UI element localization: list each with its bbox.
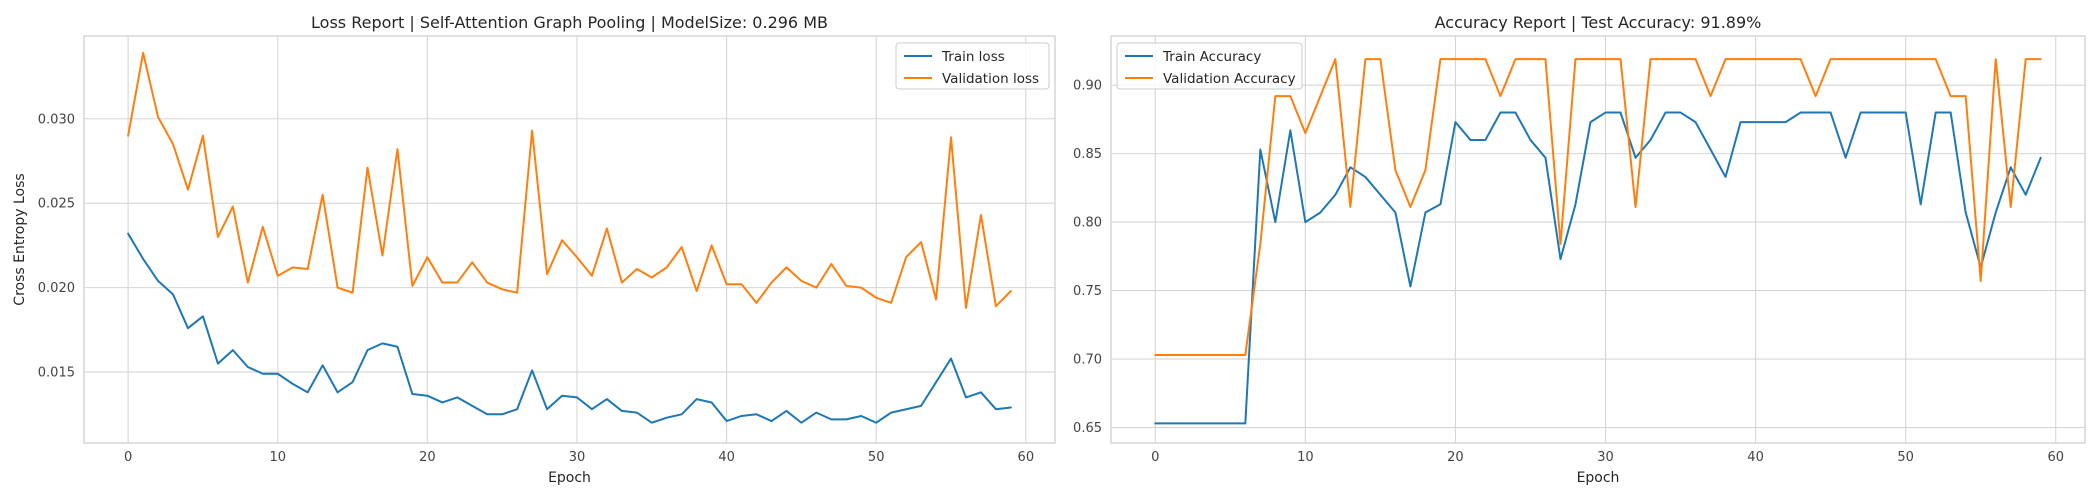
accuracy-y-tick-labels: 0.65 0.70 0.75 0.80 0.85 0.90: [1073, 79, 1102, 436]
accuracy-legend: Train Accuracy Validation Accuracy: [1116, 42, 1303, 90]
accuracy-legend-box: [1116, 42, 1303, 90]
loss-legend: Train loss Validation loss: [895, 42, 1050, 90]
accuracy-x-tick-label: 30: [1597, 450, 1614, 465]
series-line-train-accuracy: [1154, 111, 2042, 425]
accuracy-x-tick-label: 50: [1897, 450, 1914, 465]
accuracy-y-tick-label: 0.75: [1073, 284, 1102, 299]
accuracy-x-tick-label: 0: [1151, 450, 1159, 465]
loss-x-tick-label: 0: [124, 450, 132, 465]
accuracy-y-tick-label: 0.80: [1073, 216, 1102, 231]
loss-x-tick-labels: 0 10 20 30 40 50 60: [124, 450, 1034, 465]
accuracy-x-tick-label: 60: [2047, 450, 2064, 465]
loss-plot-area: [83, 35, 1056, 444]
accuracy-chart: 0 10 20 30 40 50 60 0.65 0.70 0.75 0.80 0.85 0.90 A…: [1073, 13, 2086, 486]
accuracy-plot-area: [1110, 35, 2086, 444]
series-line-train-loss: [127, 232, 1012, 424]
legend-label-train-accuracy: Train Accuracy: [1162, 49, 1261, 65]
loss-x-tick-label: 10: [269, 450, 286, 465]
accuracy-x-tick-labels: 0 10 20 30 40 50 60: [1151, 450, 2064, 465]
loss-chart-title: Loss Report | Self-Attention Graph Pooli…: [311, 13, 828, 32]
accuracy-y-tick-label: 0.70: [1073, 353, 1102, 368]
legend-label-train-loss: Train loss: [941, 49, 1005, 65]
loss-x-tick-label: 20: [419, 450, 436, 465]
legend-label-validation-accuracy: Validation Accuracy: [1163, 71, 1296, 87]
accuracy-x-grid: [1154, 36, 2057, 443]
accuracy-y-tick-label: 0.85: [1073, 147, 1102, 162]
loss-chart: 0 10 20 30 40 50 60 0.015 0.020 0.025 0.030 Loss …: [12, 13, 1056, 486]
accuracy-x-tick-label: 40: [1747, 450, 1764, 465]
accuracy-x-tick-label: 20: [1447, 450, 1464, 465]
accuracy-chart-title: Accuracy Report | Test Accuracy: 91.89%: [1435, 13, 1762, 32]
loss-y-grid: [84, 118, 1055, 373]
loss-y-tick-label: 0.020: [38, 281, 75, 296]
loss-y-axis-label: Cross Entropy Loss: [12, 173, 28, 305]
loss-legend-box: [895, 42, 1050, 90]
loss-x-axis-label: Epoch: [548, 470, 591, 486]
loss-x-grid: [127, 36, 1027, 443]
loss-x-tick-label: 50: [868, 450, 885, 465]
loss-y-tick-label: 0.030: [38, 112, 75, 127]
accuracy-series-lines: [1154, 58, 2042, 425]
loss-y-tick-label: 0.015: [38, 366, 75, 381]
accuracy-y-tick-label: 0.65: [1073, 421, 1102, 436]
loss-x-tick-label: 30: [569, 450, 586, 465]
accuracy-y-tick-label: 0.90: [1073, 79, 1102, 94]
series-line-validation-accuracy: [1154, 58, 2042, 356]
loss-x-tick-label: 40: [718, 450, 735, 465]
accuracy-x-axis-label: Epoch: [1577, 470, 1620, 486]
legend-label-validation-loss: Validation loss: [942, 71, 1039, 87]
series-line-validation-loss: [127, 51, 1012, 309]
loss-y-tick-labels: 0.015 0.020 0.025 0.030: [38, 112, 75, 380]
accuracy-x-tick-label: 10: [1297, 450, 1314, 465]
loss-y-tick-label: 0.025: [38, 197, 75, 212]
loss-series-lines: [127, 51, 1012, 424]
loss-x-tick-label: 60: [1018, 450, 1035, 465]
